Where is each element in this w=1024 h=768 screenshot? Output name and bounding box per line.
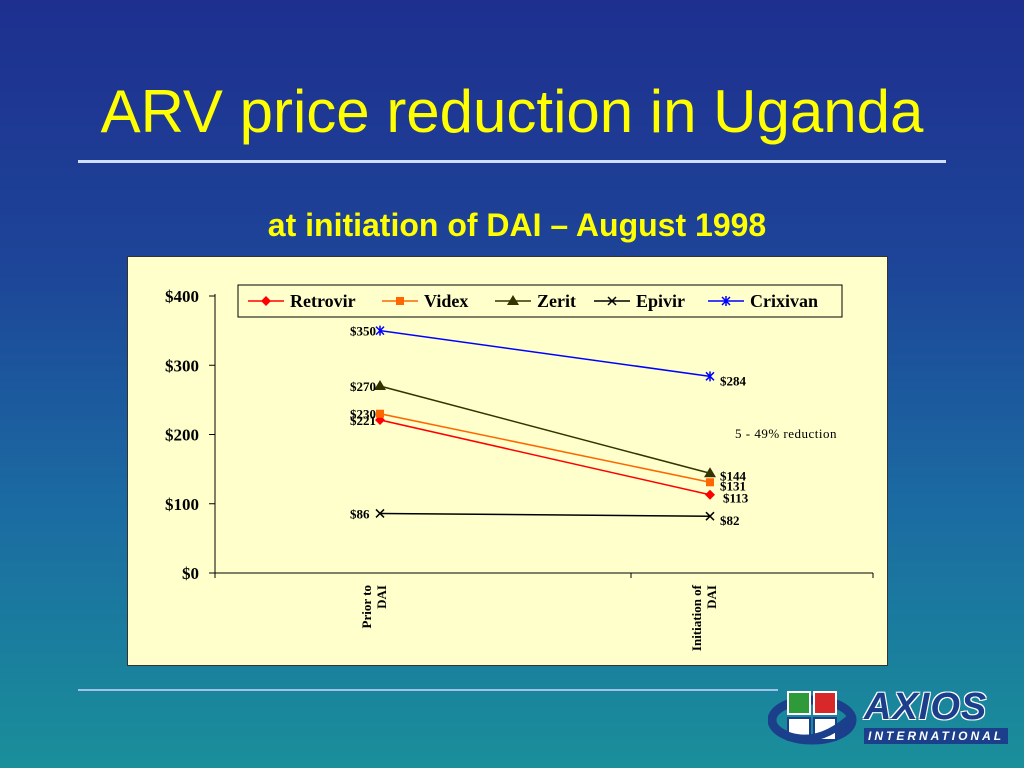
axios-logo: AXIOS INTERNATIONAL: [768, 680, 1018, 760]
data-point-crixivan: [375, 325, 385, 336]
data-label-zerit: $270: [350, 379, 376, 394]
title-divider: [78, 160, 946, 163]
y-tick-label: $0: [182, 564, 199, 583]
data-label-videx: $131: [720, 478, 746, 493]
legend-marker-videx: [396, 297, 404, 305]
x-category-label: Initiation ofDAI: [689, 584, 719, 651]
x-category-label-line: DAI: [374, 585, 389, 609]
legend-marker-retrovir: [261, 296, 271, 306]
logo-tagline: INTERNATIONAL: [864, 728, 1009, 744]
legend-label-videx: Videx: [424, 291, 468, 311]
series-line-zerit: [379, 385, 711, 475]
series-line-videx: [379, 412, 711, 484]
data-label-epivir: $82: [720, 513, 740, 528]
x-category-label-line: Prior to: [359, 585, 374, 628]
data-point-epivir: [705, 511, 715, 521]
data-label-retrovir: $113: [723, 491, 749, 506]
y-tick-label: $100: [165, 495, 199, 514]
legend-label-zerit: Zerit: [537, 291, 576, 311]
data-point-retrovir: [705, 489, 715, 500]
data-label-videx: $230: [350, 407, 376, 422]
y-tick-label: $300: [165, 356, 199, 375]
data-point-epivir: [375, 508, 385, 518]
x-category-label-line: DAI: [704, 585, 719, 609]
data-point-crixivan: [705, 371, 715, 382]
y-tick-label: $200: [165, 426, 199, 445]
logo-mark-icon: [768, 691, 857, 745]
data-point-videx: [376, 409, 384, 418]
data-label-retrovir: $221: [350, 413, 376, 428]
data-label-crixivan: $284: [720, 373, 747, 388]
chart-panel: $0 $100 $200 $300 $400 Prior toDAI Initiation …: [127, 256, 888, 666]
data-point-videx: [706, 478, 714, 487]
legend-label-epivir: Epivir: [636, 291, 685, 311]
series-line-epivir: [379, 512, 711, 517]
legend-label-retrovir: Retrovir: [290, 291, 356, 311]
legend-label-crixivan: Crixivan: [750, 291, 818, 311]
slide-subtitle: at initiation of DAI – August 1998: [267, 207, 767, 243]
reduction-annotation: 5 - 49% reduction: [735, 426, 837, 441]
data-label-zerit: $144: [720, 468, 747, 483]
data-point-zerit: [374, 380, 386, 391]
logo-wordmark: AXIOS: [864, 686, 988, 728]
legend-marker-zerit: [507, 295, 519, 305]
x-category-label-line: Initiation of: [689, 584, 704, 651]
y-tick-label: $400: [165, 287, 199, 306]
legend-marker-epivir: [607, 296, 617, 306]
data-point-zerit: [704, 467, 716, 478]
data-label-epivir: $86: [350, 506, 370, 521]
bottom-divider: [78, 689, 778, 691]
slide-title: ARV price reduction in Uganda: [100, 78, 924, 145]
series-line-retrovir: [379, 419, 711, 496]
legend-marker-crixivan: [721, 296, 731, 306]
x-category-label: Prior toDAI: [359, 585, 389, 628]
data-label-crixivan: $350: [350, 324, 376, 339]
series-line-crixivan: [379, 329, 711, 378]
